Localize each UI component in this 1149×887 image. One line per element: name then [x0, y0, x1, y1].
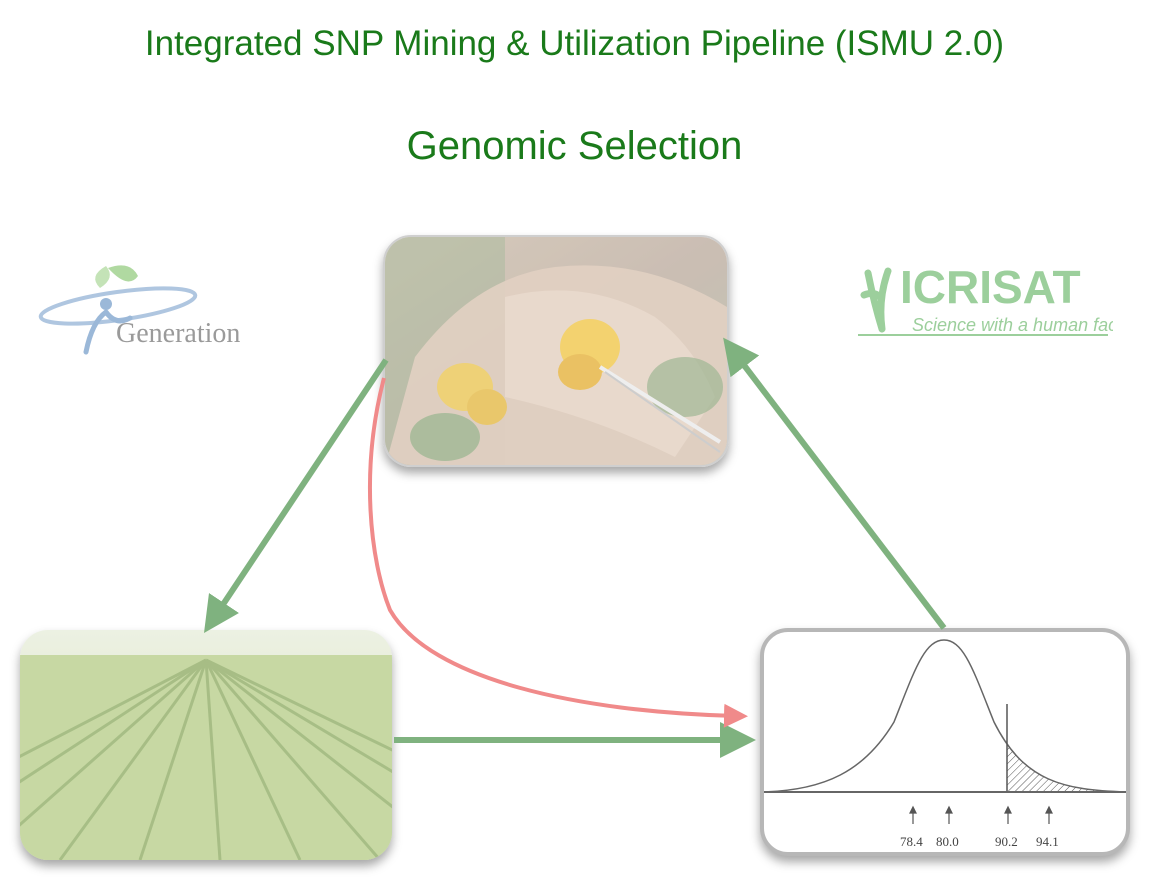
icrisat-logo-name: ICRISAT: [900, 261, 1081, 313]
selection-curve-chart: 78.4 80.0 90.2 94.1: [760, 628, 1130, 856]
tick-label: 78.4: [900, 834, 923, 849]
icrisat-logo: ICRISAT Science with a human face: [858, 255, 1127, 340]
tick-label: 90.2: [995, 834, 1018, 849]
tick-label: 94.1: [1036, 834, 1059, 849]
tick-label: 80.0: [936, 834, 959, 849]
page-title: Integrated SNP Mining & Utilization Pipe…: [144, 24, 1005, 63]
arrow-selection-to-crossing: [723, 337, 947, 630]
generation-logo: Generation: [38, 258, 293, 358]
icrisat-logo-tagline: Science with a human face: [912, 315, 1113, 335]
page-subtitle: Genomic Selection: [406, 124, 743, 168]
arrow-crossing-to-field: [204, 358, 389, 633]
crossing-photo: [383, 235, 729, 467]
generation-logo-text: Generation: [116, 318, 240, 349]
field-photo: [20, 630, 392, 860]
